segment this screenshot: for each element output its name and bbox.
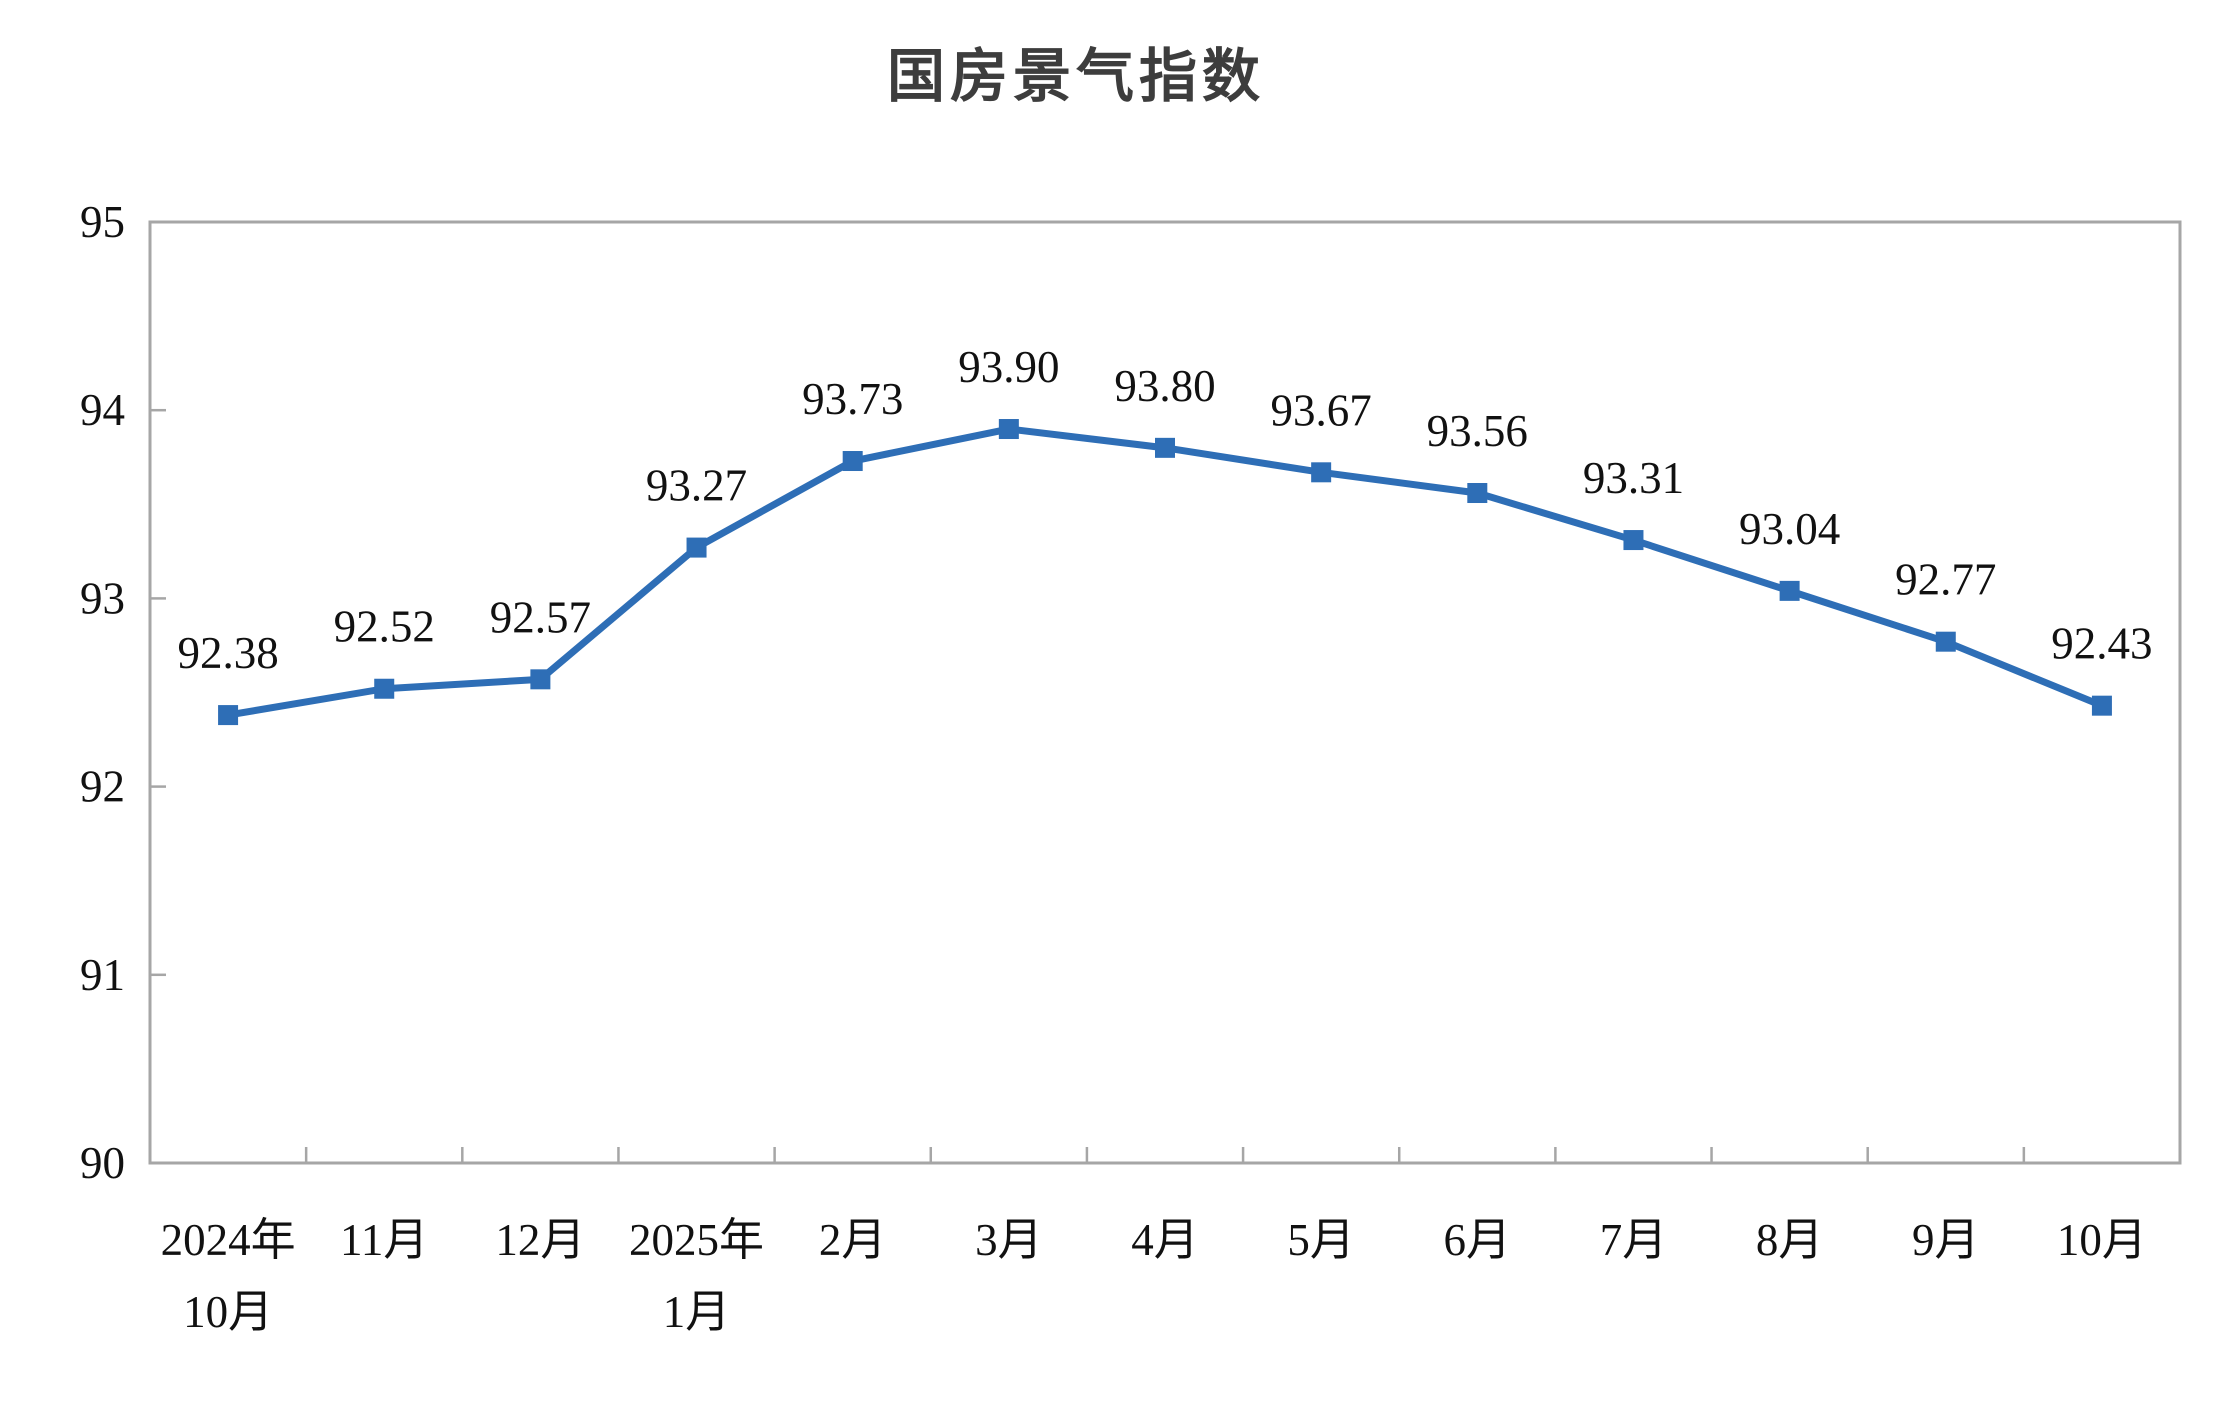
data-point-label: 93.80: [1114, 361, 1215, 411]
y-axis-tick-label: 94: [80, 385, 125, 435]
x-axis-tick-label: 12月: [495, 1215, 585, 1265]
x-axis-tick-label: 1月: [663, 1287, 731, 1337]
data-point-marker: [998, 419, 1019, 440]
data-point-label: 93.67: [1271, 385, 1372, 435]
data-point-marker: [1467, 483, 1488, 504]
x-axis-tick-label: 5月: [1287, 1215, 1355, 1265]
data-point-marker: [530, 669, 551, 690]
plot-border: [148, 220, 2182, 1165]
x-axis-tick-label: 2月: [819, 1215, 887, 1265]
data-point-label: 93.04: [1739, 504, 1840, 554]
x-axis-tick-label: 2024年: [161, 1215, 296, 1265]
data-point-marker: [218, 705, 239, 726]
data-point-marker: [1311, 462, 1332, 483]
data-point-marker: [1779, 580, 1800, 601]
data-point-label: 92.57: [490, 592, 591, 642]
data-point-marker: [1155, 437, 1175, 458]
data-point-label: 93.56: [1427, 406, 1528, 456]
y-axis-tick-label: 90: [80, 1138, 125, 1188]
data-point-label: 92.52: [334, 602, 435, 652]
x-axis-tick-label: 10月: [183, 1287, 273, 1337]
x-axis-tick-label: 11月: [340, 1215, 428, 1265]
series-line: [224, 425, 2106, 719]
data-point-marker: [1935, 631, 1956, 652]
data-point-marker: [2091, 695, 2112, 716]
x-axis-tick-label: 7月: [1600, 1215, 1668, 1265]
x-axis-tick-label: 9月: [1912, 1215, 1980, 1265]
data-point-label: 93.73: [802, 374, 903, 424]
x-axis-tick-label: 8月: [1756, 1215, 1824, 1265]
data-point-label: 93.27: [646, 461, 747, 511]
chart-title: 国房景气指数: [886, 44, 1265, 109]
y-axis-tick-label: 95: [80, 197, 125, 247]
data-point-label: 92.77: [1895, 555, 1996, 605]
x-axis-tick-label: 4月: [1131, 1215, 1199, 1265]
x-axis-tick-label: 3月: [975, 1215, 1043, 1265]
x-axis-tick-label: 10月: [2057, 1215, 2147, 1265]
x-axis-tick-label: 6月: [1444, 1215, 1512, 1265]
data-point-marker: [842, 451, 863, 472]
data-point-marker: [374, 678, 395, 699]
data-point-label: 93.90: [958, 342, 1059, 392]
data-point-marker: [1623, 530, 1644, 551]
data-point-label: 93.31: [1583, 453, 1684, 503]
data-point-marker: [686, 537, 707, 558]
y-axis-tick-label: 92: [80, 762, 125, 812]
y-axis-tick-label: 91: [80, 950, 125, 1000]
y-axis-tick-label: 93: [80, 573, 125, 623]
data-point-label: 92.38: [177, 628, 278, 678]
data-point-label: 92.43: [2051, 619, 2152, 669]
x-axis-tick-label: 2025年: [629, 1215, 764, 1265]
